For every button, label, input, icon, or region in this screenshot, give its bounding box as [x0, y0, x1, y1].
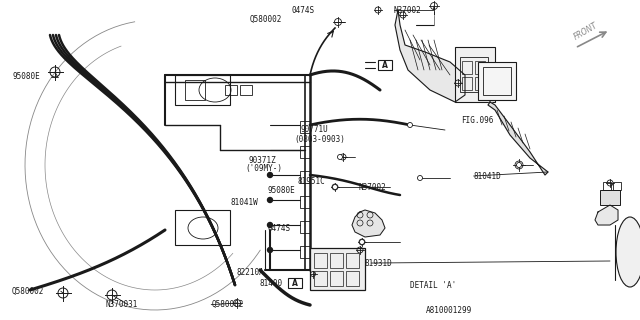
Bar — [483, 67, 511, 95]
Text: 0474S: 0474S — [291, 6, 314, 15]
Text: 81931D: 81931D — [365, 259, 392, 268]
Bar — [300, 121, 310, 133]
Circle shape — [408, 123, 413, 127]
Bar — [346, 271, 359, 286]
Text: 81041W: 81041W — [230, 198, 258, 207]
Bar — [330, 253, 343, 268]
Text: N37002: N37002 — [358, 183, 386, 192]
Circle shape — [268, 197, 273, 203]
Bar — [185, 80, 205, 100]
Text: A: A — [292, 278, 298, 287]
Text: N370031: N370031 — [106, 300, 138, 309]
Polygon shape — [395, 10, 465, 102]
Bar — [225, 85, 237, 95]
Bar — [478, 62, 516, 100]
Bar — [314, 253, 327, 268]
Polygon shape — [352, 210, 385, 237]
Bar — [462, 77, 472, 90]
Ellipse shape — [616, 217, 640, 287]
Text: 81041D: 81041D — [474, 172, 501, 180]
Text: (0803-0903): (0803-0903) — [294, 135, 345, 144]
Circle shape — [417, 175, 422, 180]
Text: 81400: 81400 — [259, 279, 282, 288]
Bar — [288, 278, 302, 288]
Bar — [460, 57, 488, 92]
Bar — [455, 47, 495, 102]
Bar — [175, 210, 230, 245]
Text: 95080E: 95080E — [268, 186, 295, 195]
Text: 0474S: 0474S — [268, 224, 291, 233]
Bar — [300, 246, 310, 258]
Text: FRONT: FRONT — [572, 21, 599, 42]
Circle shape — [360, 239, 365, 244]
Bar — [613, 182, 621, 190]
Bar — [300, 196, 310, 208]
Bar — [378, 60, 392, 70]
Text: A810001299: A810001299 — [426, 306, 472, 315]
Bar — [475, 61, 485, 74]
Text: FIG.096: FIG.096 — [461, 116, 493, 124]
Text: 81951C: 81951C — [298, 177, 325, 186]
Text: N37002: N37002 — [394, 6, 421, 15]
Bar — [314, 271, 327, 286]
Text: 95080E: 95080E — [13, 72, 40, 81]
Text: DETAIL 'A': DETAIL 'A' — [410, 281, 456, 290]
Text: A: A — [382, 60, 388, 69]
Text: 90371Z: 90371Z — [248, 156, 276, 164]
Bar — [346, 253, 359, 268]
Text: Q580002: Q580002 — [250, 15, 282, 24]
Bar — [175, 75, 230, 105]
Bar — [300, 221, 310, 233]
Bar — [600, 190, 620, 205]
Bar — [310, 248, 365, 290]
Bar — [240, 85, 252, 95]
Bar — [462, 61, 472, 74]
Circle shape — [268, 247, 273, 252]
Circle shape — [333, 185, 337, 189]
Circle shape — [516, 163, 522, 167]
Text: ('09MY-): ('09MY-) — [245, 164, 282, 173]
Bar — [300, 171, 310, 183]
Text: Q580002: Q580002 — [12, 287, 44, 296]
Circle shape — [268, 172, 273, 178]
Circle shape — [337, 155, 342, 159]
Bar — [475, 77, 485, 90]
Polygon shape — [488, 102, 548, 175]
Text: Q580002: Q580002 — [211, 300, 244, 309]
Bar — [330, 271, 343, 286]
Bar — [300, 146, 310, 158]
Bar — [603, 182, 611, 190]
Polygon shape — [595, 205, 618, 225]
Text: 82210A: 82210A — [237, 268, 264, 277]
Text: 90771U: 90771U — [301, 125, 328, 134]
Circle shape — [268, 222, 273, 228]
